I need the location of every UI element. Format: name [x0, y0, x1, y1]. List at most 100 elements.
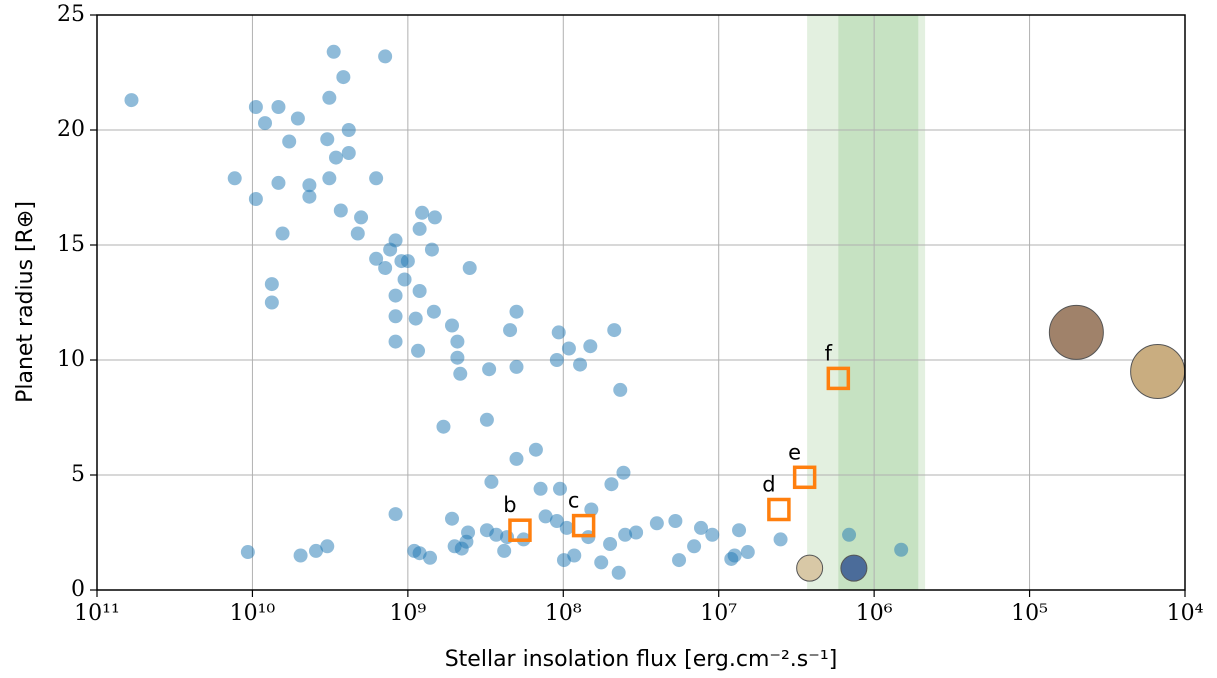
planet-point: [424, 242, 439, 257]
planet-point: [328, 150, 343, 165]
planet-point: [341, 123, 356, 137]
planet-point: [549, 514, 564, 528]
planet-point: [611, 565, 626, 580]
planet-point: [271, 175, 286, 190]
planet-point: [427, 210, 442, 225]
planet-point: [397, 272, 412, 287]
planet-point: [649, 516, 664, 531]
planet-point: [503, 323, 518, 338]
x-tick-label: 10⁵: [1011, 601, 1048, 626]
planet-point: [415, 205, 430, 220]
planet-point: [604, 477, 619, 492]
y-tick-label: 5: [71, 462, 85, 487]
habitable-zone: [838, 15, 919, 590]
y-tick-label: 0: [71, 577, 85, 602]
planet-point: [436, 419, 451, 434]
planet-point: [369, 171, 384, 186]
highlight-planet: [508, 518, 532, 542]
planet-point: [248, 192, 263, 206]
planet-point: [412, 221, 427, 236]
planet-point: [489, 527, 504, 542]
highlight-planet: [826, 366, 851, 391]
planet-point: [124, 93, 139, 108]
highlight-planet: [792, 465, 817, 490]
planet-point: [320, 132, 335, 147]
planet-point: [426, 304, 441, 319]
planet-point: [388, 233, 403, 248]
planet-point: [444, 511, 459, 526]
x-tick-label: 10⁸: [545, 601, 582, 626]
planet-point: [528, 442, 543, 457]
x-axis-label: Stellar insolation flux [erg.cm⁻².s⁻¹]: [445, 647, 838, 672]
planet-point: [282, 134, 297, 149]
planet-point: [894, 542, 909, 557]
planet-point: [461, 525, 476, 540]
planet-point: [672, 553, 687, 568]
planet-point: [450, 350, 465, 365]
planet-point: [275, 226, 290, 241]
planet-point: [388, 507, 403, 522]
planet-point: [264, 295, 279, 310]
planet-point: [732, 523, 747, 538]
planet-point: [484, 474, 499, 489]
x-tick-label: 10⁹: [389, 601, 426, 626]
planet-point: [479, 412, 494, 427]
planet-point: [333, 203, 348, 218]
planet-point: [533, 481, 548, 496]
planet-point: [509, 304, 524, 319]
planet-point: [594, 555, 609, 570]
planet-point: [740, 545, 755, 560]
planet-point: [773, 532, 788, 547]
planet-point: [583, 339, 598, 354]
solar-system-planet: [1048, 304, 1104, 360]
planet-point: [326, 44, 341, 59]
planet-point: [509, 451, 524, 466]
planet-point: [509, 359, 524, 374]
planet-point: [378, 261, 393, 275]
y-tick-label: 25: [57, 2, 85, 27]
planet-label: d: [762, 473, 775, 497]
planet-point: [450, 334, 465, 349]
planet-point: [227, 171, 242, 186]
planet-point: [308, 543, 323, 558]
planet-point: [668, 514, 683, 528]
planet-point: [613, 382, 628, 397]
planet-point: [388, 334, 403, 349]
plot-frame: [96, 14, 1186, 591]
planet-point: [705, 527, 720, 542]
planet-point: [412, 284, 427, 298]
planet-point: [549, 353, 564, 367]
planet-point: [842, 527, 857, 542]
planet-point: [727, 548, 742, 563]
planet-point: [444, 318, 459, 333]
planet-point: [240, 545, 255, 560]
planet-point: [559, 520, 574, 535]
planet-point: [607, 323, 622, 338]
planet-point: [551, 325, 566, 340]
planet-label: b: [503, 493, 516, 517]
highlight-planet: [571, 513, 596, 538]
planet-point: [411, 343, 426, 358]
planet-point: [687, 539, 702, 554]
x-tick-label: 10⁴: [1167, 601, 1204, 626]
planet-point: [500, 530, 515, 545]
planet-point: [552, 481, 567, 496]
planet-point: [561, 341, 576, 356]
planet-point: [341, 146, 356, 160]
planet-point: [694, 520, 709, 535]
planet-point: [350, 226, 365, 241]
planet-point: [538, 509, 553, 524]
planet-point: [258, 116, 273, 131]
planet-point: [453, 366, 468, 381]
planet-point: [322, 90, 337, 105]
solar-system-planet: [796, 554, 824, 582]
planet-point: [482, 362, 497, 377]
planet-point: [573, 357, 588, 372]
planet-point: [248, 100, 263, 114]
planet-label: f: [825, 341, 833, 365]
planet-point: [629, 525, 644, 540]
planet-point: [293, 548, 308, 563]
y-axis-label: Planet radius [R⊕]: [13, 201, 38, 403]
planet-point: [369, 251, 384, 266]
